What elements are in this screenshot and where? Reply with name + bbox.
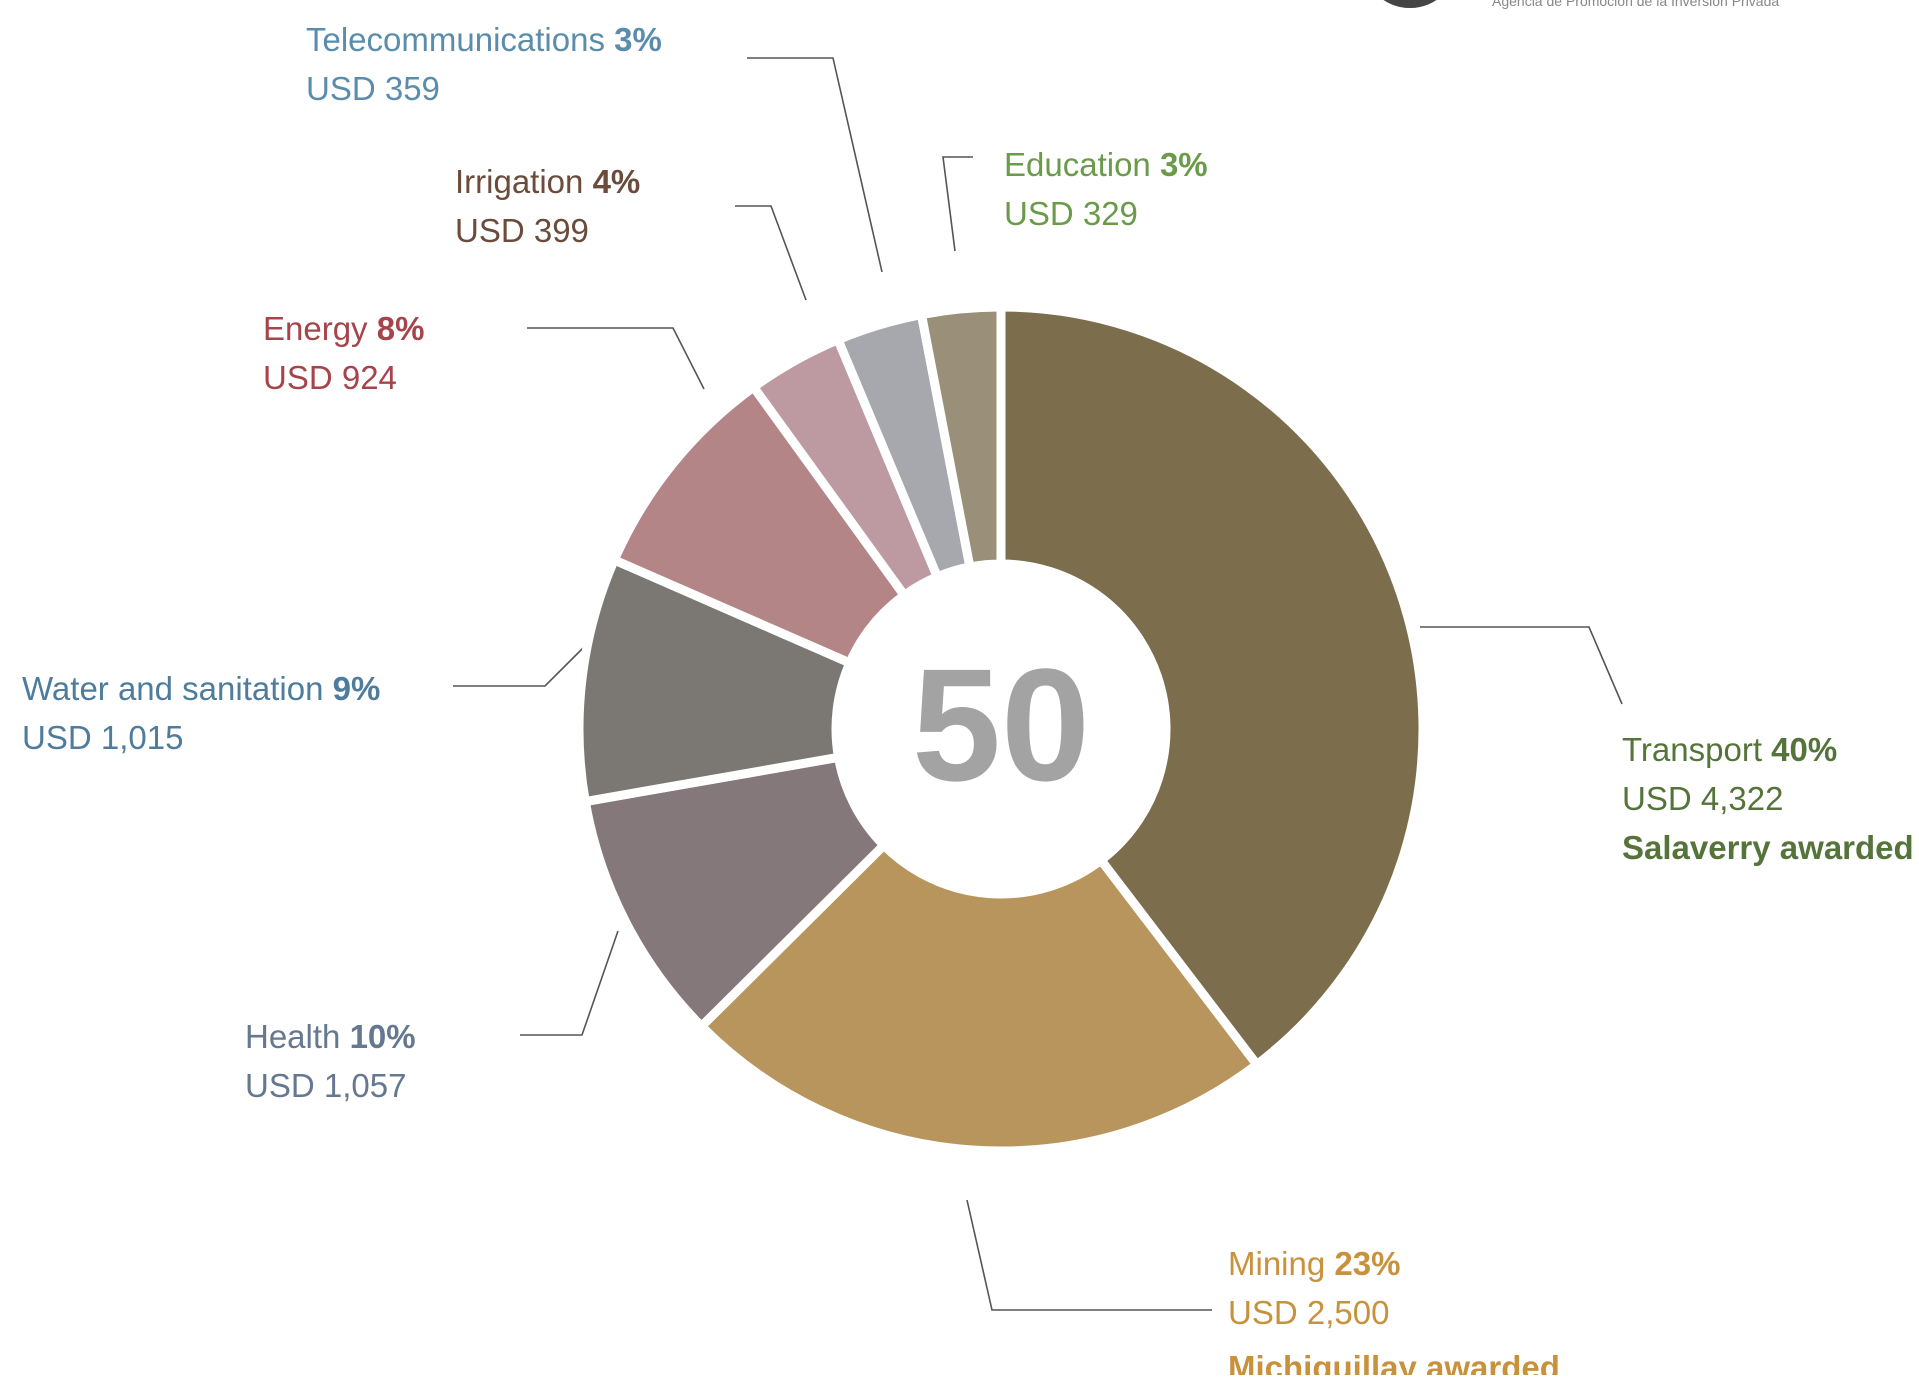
slice-label: Telecommunications 3% bbox=[306, 21, 662, 58]
leader-line bbox=[942, 156, 973, 252]
space bbox=[323, 670, 332, 707]
category-name: Water and sanitation bbox=[22, 670, 323, 707]
leader-line bbox=[735, 205, 807, 301]
slice bbox=[609, 382, 909, 668]
value-label: USD 359 bbox=[306, 70, 440, 107]
slice-label: Health 10% bbox=[245, 1018, 416, 1055]
category-name: Mining bbox=[1228, 1245, 1325, 1282]
slice bbox=[580, 752, 889, 1031]
value-label: USD 1,015 bbox=[22, 719, 183, 756]
value-label: USD 2,500 bbox=[1228, 1294, 1389, 1331]
logo bbox=[1383, 0, 1437, 8]
slice-label: Irrigation 4% bbox=[455, 163, 640, 200]
leader-line bbox=[1420, 626, 1623, 705]
space bbox=[368, 310, 377, 347]
header: Agencia de Promoción de la Inversión Pri… bbox=[1492, 0, 1779, 9]
leader-line bbox=[747, 57, 883, 273]
value-label: USD 924 bbox=[263, 359, 397, 396]
category-name: Health bbox=[245, 1018, 340, 1055]
slices bbox=[574, 302, 1428, 1156]
leader-line bbox=[453, 642, 589, 687]
slice-label: Education 3% bbox=[1004, 146, 1208, 183]
slice-label: Energy 8% bbox=[263, 310, 424, 347]
percent-label: 40% bbox=[1771, 731, 1837, 768]
category-name: Telecommunications bbox=[306, 21, 605, 58]
space bbox=[1325, 1245, 1334, 1282]
value-label: USD 329 bbox=[1004, 195, 1138, 232]
leader-line bbox=[527, 327, 705, 390]
category-name: Energy bbox=[263, 310, 368, 347]
slice-label: Mining 23% bbox=[1228, 1245, 1400, 1282]
leader-lines bbox=[453, 57, 1623, 1311]
annotation: Salaverry awarded bbox=[1622, 829, 1914, 866]
space bbox=[340, 1018, 349, 1055]
percent-label: 3% bbox=[1160, 146, 1208, 183]
slice-label: Transport 40% bbox=[1622, 731, 1837, 768]
percent-label: 8% bbox=[377, 310, 425, 347]
slice bbox=[574, 555, 855, 807]
category-name: Irrigation bbox=[455, 163, 583, 200]
center-label: 50 bbox=[912, 635, 1090, 814]
slice bbox=[996, 302, 1428, 1070]
slice bbox=[697, 840, 1262, 1156]
leader-line bbox=[520, 930, 619, 1036]
percent-label: 4% bbox=[593, 163, 641, 200]
slice-label: Water and sanitation 9% bbox=[22, 670, 380, 707]
percent-label: 9% bbox=[333, 670, 381, 707]
percent-label: 3% bbox=[614, 21, 662, 58]
percent-label: 23% bbox=[1334, 1245, 1400, 1282]
value-label: USD 399 bbox=[455, 212, 589, 249]
category-name: Education bbox=[1004, 146, 1151, 183]
slice bbox=[916, 302, 1006, 572]
value-label: USD 4,322 bbox=[1622, 780, 1783, 817]
category-name: Transport bbox=[1622, 731, 1762, 768]
leader-line bbox=[966, 1199, 1212, 1311]
percent-label: 10% bbox=[350, 1018, 416, 1055]
value-label: USD 1,057 bbox=[245, 1067, 406, 1104]
space bbox=[1762, 731, 1771, 768]
space bbox=[605, 21, 614, 58]
space bbox=[583, 163, 592, 200]
annotation: Michiquillay awarded bbox=[1228, 1349, 1560, 1375]
space bbox=[1151, 146, 1160, 183]
